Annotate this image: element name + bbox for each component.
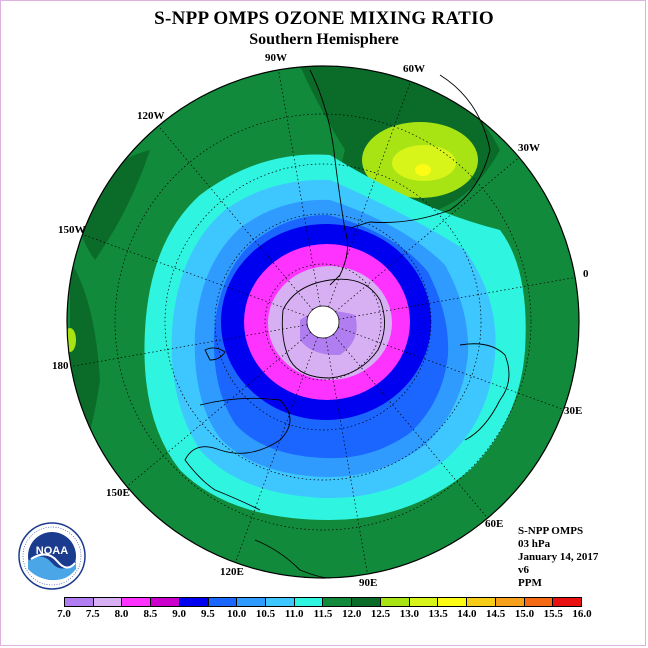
lon-label-90w: 90W: [265, 52, 287, 64]
latitude-circle: [164, 163, 482, 481]
colorbar-tick-label: 10.0: [227, 608, 247, 620]
meridian-line: [235, 321, 324, 563]
info-block: S-NPP OMPS 03 hPa January 14, 2017 v6 PP…: [518, 525, 598, 590]
meridian-line: [322, 321, 564, 410]
colorbar-tick-label: 8.0: [114, 608, 129, 620]
colorbar-swatch: [208, 598, 238, 606]
lon-label-60e: 60E: [485, 518, 504, 530]
lon-label-30e: 30E: [564, 405, 583, 417]
colorbar-tick-label: 12.0: [342, 608, 362, 620]
colorbar-tick-label: 10.5: [255, 608, 276, 620]
colorbar-tick-label: 15.5: [543, 608, 563, 620]
map-title: S-NPP OMPS OZONE MIXING RATIO: [154, 8, 494, 29]
colorbar-swatch: [179, 598, 209, 606]
southern-coast: [254, 539, 331, 579]
colorbar-tick-label: 13.5: [428, 608, 448, 620]
meridian-line: [322, 81, 411, 323]
colorbar-tick-labels: 7.0 7.5 8.0 8.5 9.0 9.5 10.0 10.5 11.0 11.5 12.0 12…: [57, 608, 592, 622]
colorbar-swatch: [438, 598, 468, 606]
colorbar-swatch: [409, 598, 439, 606]
map-subtitle: Southern Hemisphere: [249, 31, 399, 48]
lon-label-120w: 120W: [137, 110, 165, 122]
colorbar-swatch: [495, 598, 525, 606]
colorbar-swatch: [323, 598, 353, 606]
colorbar: [64, 597, 582, 607]
colorbar-tick-label: 13.0: [399, 608, 419, 620]
colorbar-tick-label: 9.0: [172, 608, 186, 620]
colorbar-swatch: [122, 598, 152, 606]
australia-coast: [184, 397, 291, 511]
lon-label-150w: 150W: [58, 224, 86, 236]
lon-label-180: 180: [52, 360, 69, 372]
info-version: v6: [518, 564, 529, 576]
noaa-logo-text: NOAA: [36, 545, 68, 557]
colorbar-swatch: [467, 598, 496, 606]
meridian-line: [126, 321, 324, 487]
map-boundary: [66, 65, 580, 579]
info-units: PPM: [518, 577, 542, 589]
colorbar-tick-label: 14.5: [486, 608, 506, 620]
colorbar-tick-label: 7.0: [57, 608, 71, 620]
noaa-logo: NOAA: [18, 522, 86, 590]
colorbar-swatch: [352, 598, 381, 606]
colorbar-tick-label: 9.5: [201, 608, 215, 620]
colorbar-swatch: [266, 598, 295, 606]
colorbar-tick-label: 16.0: [572, 608, 592, 620]
latitude-circle: [214, 213, 432, 431]
meridian-line: [322, 277, 576, 323]
meridian-line: [278, 69, 324, 323]
coastlines: [184, 69, 510, 579]
colorbar-tick-label: 15.0: [514, 608, 535, 620]
colorbar-swatch: [151, 598, 180, 606]
graticule: [70, 69, 576, 575]
lon-label-120e: 120E: [220, 566, 244, 578]
africa-coast: [459, 343, 510, 441]
colorbar-swatch: [237, 598, 267, 606]
south-america-east-coast: [349, 74, 491, 229]
meridian-line: [158, 125, 324, 323]
meridian-line: [82, 234, 324, 323]
info-date: January 14, 2017: [518, 551, 599, 563]
lon-label-90e: 90E: [359, 577, 378, 589]
colorbar-tick-label: 7.5: [85, 608, 100, 620]
colorbar-swatch: [524, 598, 554, 606]
ozone-band-12-5-edge: [67, 328, 76, 352]
colorbar-tick-label: 12.5: [370, 608, 391, 620]
latitude-circle: [264, 263, 382, 381]
colorbar-swatch: [380, 598, 410, 606]
ozone-band-13-0-patch: [392, 145, 456, 181]
meridian-line: [322, 321, 368, 575]
lon-label-30w: 30W: [518, 142, 540, 154]
meridian-line: [322, 321, 488, 519]
colorbar-tick-label: 11.0: [284, 608, 304, 620]
antarctica-coast: [281, 278, 385, 379]
antarctic-peninsula: [329, 229, 349, 286]
lon-label-60w: 60W: [403, 63, 425, 75]
pole-hole: [306, 305, 340, 339]
latitude-circle: [114, 113, 532, 531]
ozone-band-13-5-patch: [415, 164, 431, 176]
info-level: 03 hPa: [518, 538, 551, 550]
colorbar-swatch: [93, 598, 123, 606]
lon-label-150e: 150E: [106, 487, 130, 499]
lon-label-0: 0: [583, 268, 589, 280]
ross-island: [204, 347, 226, 361]
colorbar-tick-label: 8.5: [143, 608, 158, 620]
meridian-line: [322, 157, 520, 323]
colorbar-tick-label: 14.0: [457, 608, 477, 620]
colorbar-swatch: [553, 598, 581, 606]
colorbar-swatch: [294, 598, 324, 606]
ozone-band-12-0-patch-west: [70, 150, 150, 260]
colorbar-tick-label: 11.5: [313, 608, 333, 620]
south-america-west-coast: [309, 69, 346, 231]
meridian-line: [70, 321, 324, 367]
colorbar-swatch: [65, 598, 94, 606]
info-instrument: S-NPP OMPS: [518, 525, 584, 537]
